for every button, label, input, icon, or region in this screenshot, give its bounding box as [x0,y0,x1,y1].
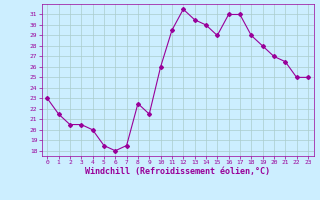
X-axis label: Windchill (Refroidissement éolien,°C): Windchill (Refroidissement éolien,°C) [85,167,270,176]
